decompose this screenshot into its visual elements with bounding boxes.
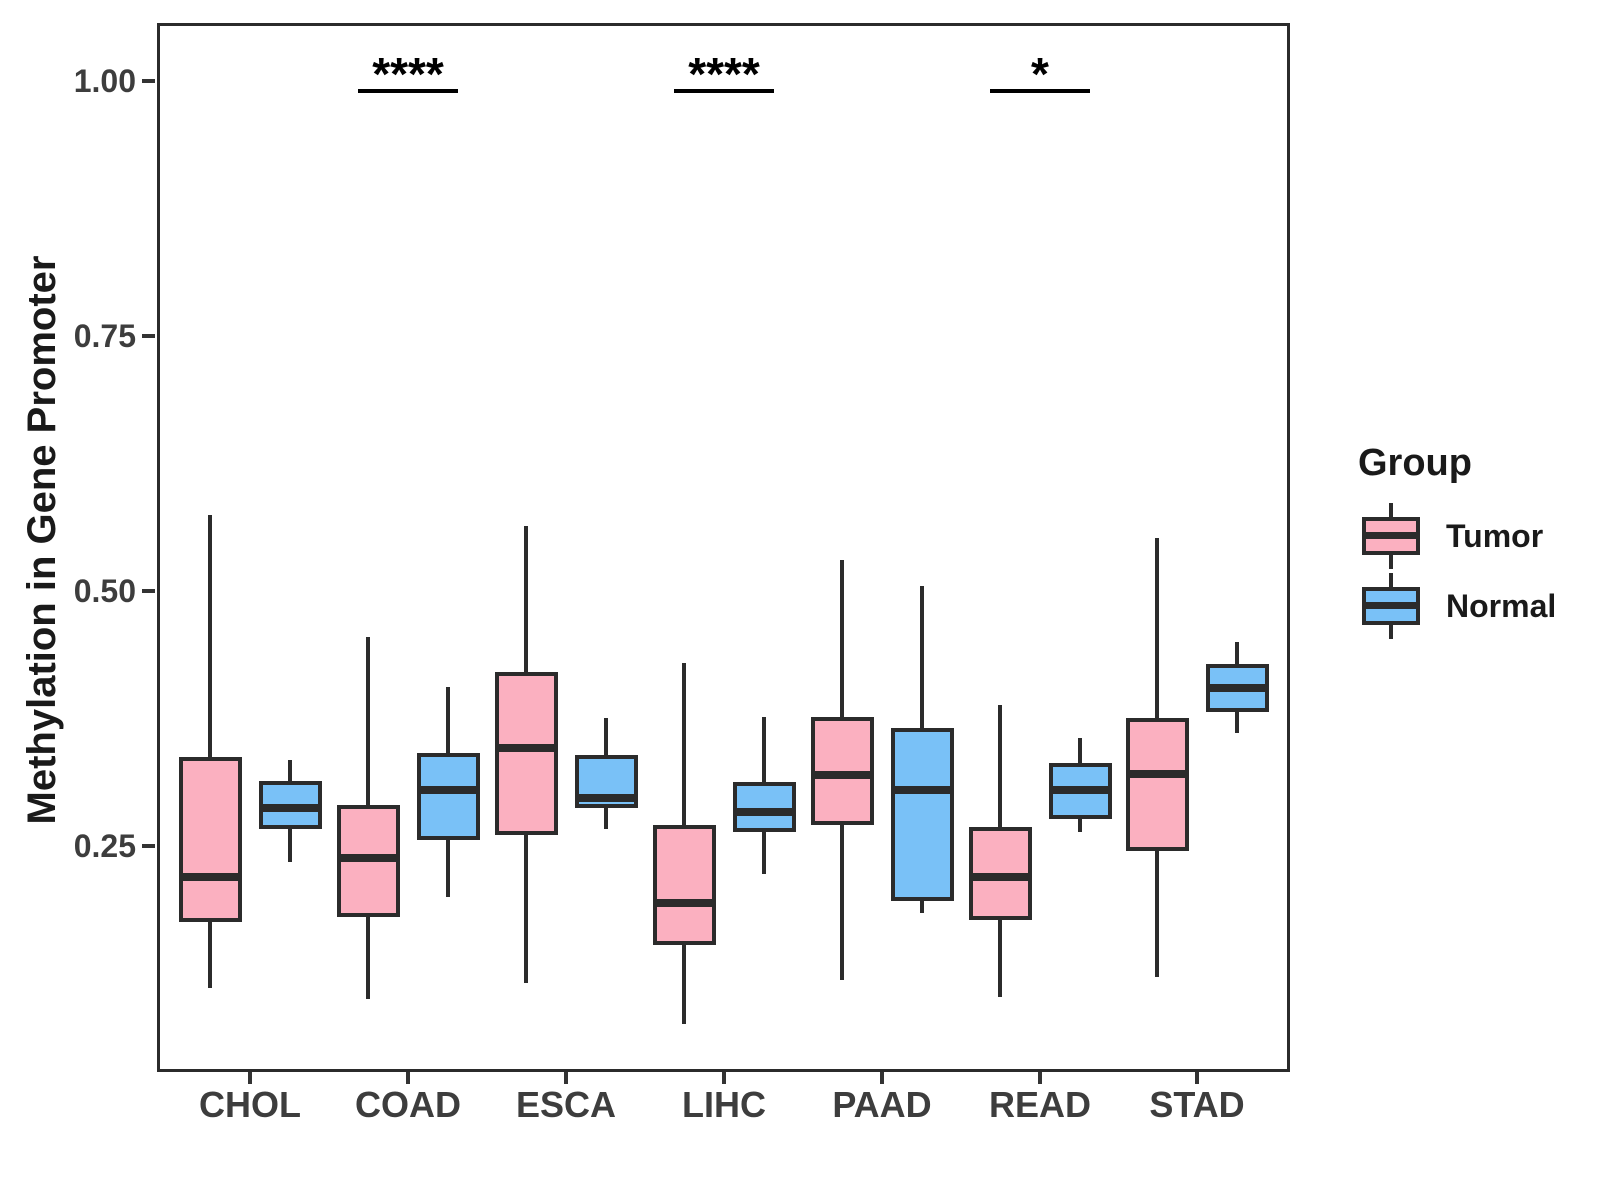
y-tick-label: 0.75 [73,317,136,354]
x-tick [1195,1072,1199,1084]
median-line-chol-tumor [182,873,238,882]
tumor-boxplot-key-icon [1362,503,1420,569]
normal-boxplot-key-icon [1362,573,1420,639]
median-line-paad-normal [894,785,950,794]
legend-item-normal: Normal [1358,571,1556,641]
box-lihc-normal [732,782,796,833]
legend: Group Tumor Normal [1358,442,1556,641]
y-tick [142,79,155,84]
median-line-read-tumor [972,873,1028,882]
median-line-coad-normal [420,785,476,794]
x-tick [1038,1072,1042,1084]
x-tick-label-read: READ [988,1084,1092,1125]
significance-bar-lihc [674,89,774,94]
x-tick-label-esca: ESCA [515,1084,617,1125]
significance-stars-read: * [1031,48,1049,101]
median-line-stad-tumor [1129,770,1185,779]
y-tick-label: 0.50 [73,572,136,609]
box-chol-tumor [178,756,242,923]
x-tick [564,1072,568,1084]
x-tick-label-coad: COAD [355,1084,461,1125]
x-tick-label-lihc: LIHC [682,1084,766,1125]
median-line-stad-normal [1209,683,1265,692]
median-line-chol-normal [262,803,318,812]
legend-label-tumor: Tumor [1446,517,1544,554]
box-paad-normal [890,728,954,901]
x-tick-label-chol: CHOL [199,1084,301,1125]
y-tick [142,333,155,338]
y-tick-label: 1.00 [73,63,136,100]
median-line-lihc-normal [736,808,792,817]
significance-bar-read [990,89,1090,94]
legend-label-normal: Normal [1446,587,1557,624]
x-tick-label-stad: STAD [1149,1084,1245,1125]
legend-title: Group [1358,442,1472,484]
significance-stars-lihc: **** [688,48,760,101]
median-line-esca-normal [578,793,634,802]
y-tick [142,588,155,593]
significance-bar-coad [358,89,458,94]
y-tick [142,843,155,848]
box-esca-tumor [494,672,558,836]
whisker-chol-tumor [208,515,212,989]
median-line-paad-tumor [814,771,870,780]
median-line-coad-tumor [340,853,396,862]
x-tick [722,1072,726,1084]
median-line-read-normal [1052,785,1108,794]
significance-stars-coad: **** [372,48,444,101]
y-tick-label: 0.25 [73,827,136,864]
box-stad-tumor [1125,718,1189,851]
legend-item-tumor: Tumor [1358,501,1556,571]
x-tick [880,1072,884,1084]
box-coad-normal [416,752,480,840]
box-paad-tumor [810,717,874,826]
x-tick [248,1072,252,1084]
median-line-lihc-tumor [656,898,712,907]
x-tick [406,1072,410,1084]
median-line-esca-tumor [498,743,554,752]
x-tick-label-paad: PAAD [832,1084,932,1125]
box-lihc-tumor [652,825,716,945]
